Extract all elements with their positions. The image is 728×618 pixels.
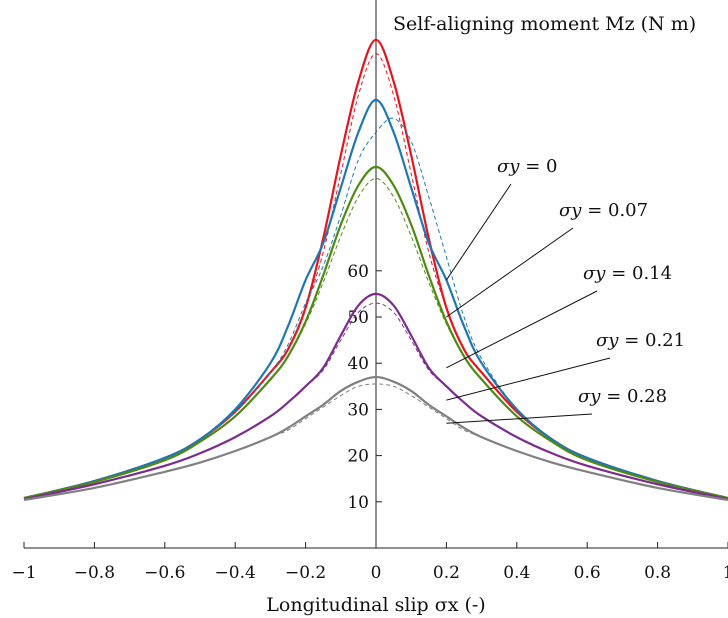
annotation-leader-line <box>446 290 598 369</box>
series-line-dashed-3 <box>23 117 728 499</box>
series-line-4 <box>23 165 728 500</box>
series-layer <box>23 38 728 502</box>
y-tick-label: 10 <box>347 493 369 513</box>
x-tick-label: 0.8 <box>644 563 671 583</box>
annotation-label: σy = 0.07 <box>559 200 648 221</box>
annotation-layer: σy = 0 σy = 0.07 σy = 0.14 σy = 0.21 σy = 0.… <box>445 156 685 424</box>
x-tick-label: −1 <box>11 563 36 583</box>
x-tick-label: −0.2 <box>285 563 326 583</box>
x-tick-label: 0 <box>371 563 382 583</box>
x-axis: −1 −0.8 −0.6 −0.4 −0.2 0 0.2 0.4 0.6 0.8 1 Longitu… <box>11 542 728 616</box>
annotation-label: σy = 0.21 <box>596 330 685 351</box>
y-axis-title: Self-aligning moment Mz (N m) <box>393 13 696 35</box>
annotation-leader-line <box>445 183 512 281</box>
x-tick-label: 1 <box>723 563 728 583</box>
x-tick-label: 0.4 <box>503 563 530 583</box>
y-tick-label: 30 <box>347 400 369 420</box>
y-tick-label: 60 <box>347 262 369 282</box>
y-tick-label: 20 <box>347 447 369 467</box>
series-line-dashed-9 <box>23 383 728 501</box>
annotation-label: σy = 0.28 <box>578 386 667 407</box>
x-axis-title: Longitudinal slip σx (-) <box>266 594 485 616</box>
x-tick-label: −0.6 <box>144 563 185 583</box>
x-tick-label: −0.4 <box>215 563 256 583</box>
annotation-leader-line <box>446 357 611 401</box>
annotation-leader-line <box>446 413 593 424</box>
x-ticks: −1 −0.8 −0.6 −0.4 −0.2 0 0.2 0.4 0.6 0.8 1 <box>11 542 728 583</box>
x-tick-label: 0.2 <box>433 563 460 583</box>
series-line-dashed-7 <box>23 302 728 500</box>
y-tick-label: 40 <box>347 354 369 374</box>
x-tick-label: 0.6 <box>574 563 601 583</box>
annotation-leader-line <box>446 227 574 318</box>
x-tick-label: −0.8 <box>74 563 115 583</box>
annotation-label: σy = 0 <box>497 156 557 177</box>
annotation-label: σy = 0.14 <box>583 263 672 284</box>
